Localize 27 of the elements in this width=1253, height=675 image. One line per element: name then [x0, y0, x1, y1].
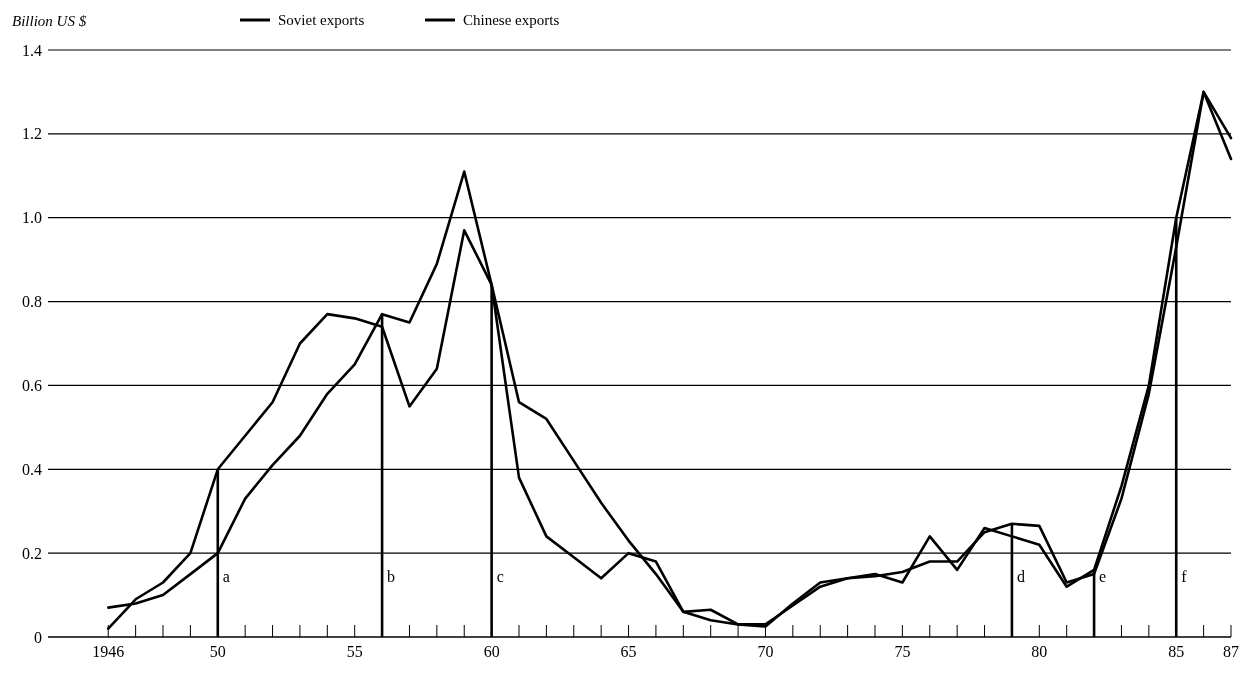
x-tick-label: 75 — [894, 643, 911, 660]
x-tick-label: 55 — [346, 643, 363, 660]
y-tick-label: 0.2 — [22, 544, 42, 562]
legend-label: Chinese exports — [463, 12, 560, 28]
ref-line-label: d — [1016, 568, 1025, 585]
x-tick-label: 85 — [1168, 643, 1185, 660]
x-tick-label: 1946 — [92, 643, 125, 660]
y-tick-label: 1.0 — [22, 209, 42, 227]
y-tick-label: 0.6 — [22, 377, 42, 395]
x-tick-label: 70 — [757, 643, 774, 660]
ref-line-label: e — [1099, 568, 1107, 585]
y-tick-label: 1.2 — [22, 125, 42, 143]
y-axis-title: Billion US $ — [12, 13, 87, 29]
y-tick-label: 0.8 — [22, 293, 42, 311]
y-tick-label: 0.4 — [22, 460, 42, 478]
x-tick-label: 87 — [1223, 643, 1239, 660]
x-tick-label: 80 — [1031, 643, 1048, 660]
x-tick-label: 65 — [620, 643, 637, 660]
ref-line-label: f — [1181, 568, 1188, 585]
y-tick-label: 0 — [34, 628, 42, 646]
ref-line-label: a — [222, 568, 230, 585]
y-tick-label: 1.4 — [22, 41, 42, 59]
legend-label: Soviet exports — [278, 12, 365, 28]
ref-line-label: b — [387, 568, 396, 585]
ref-line-label: c — [496, 568, 504, 585]
x-tick-label: 50 — [209, 643, 226, 660]
x-tick-label: 60 — [483, 643, 500, 660]
